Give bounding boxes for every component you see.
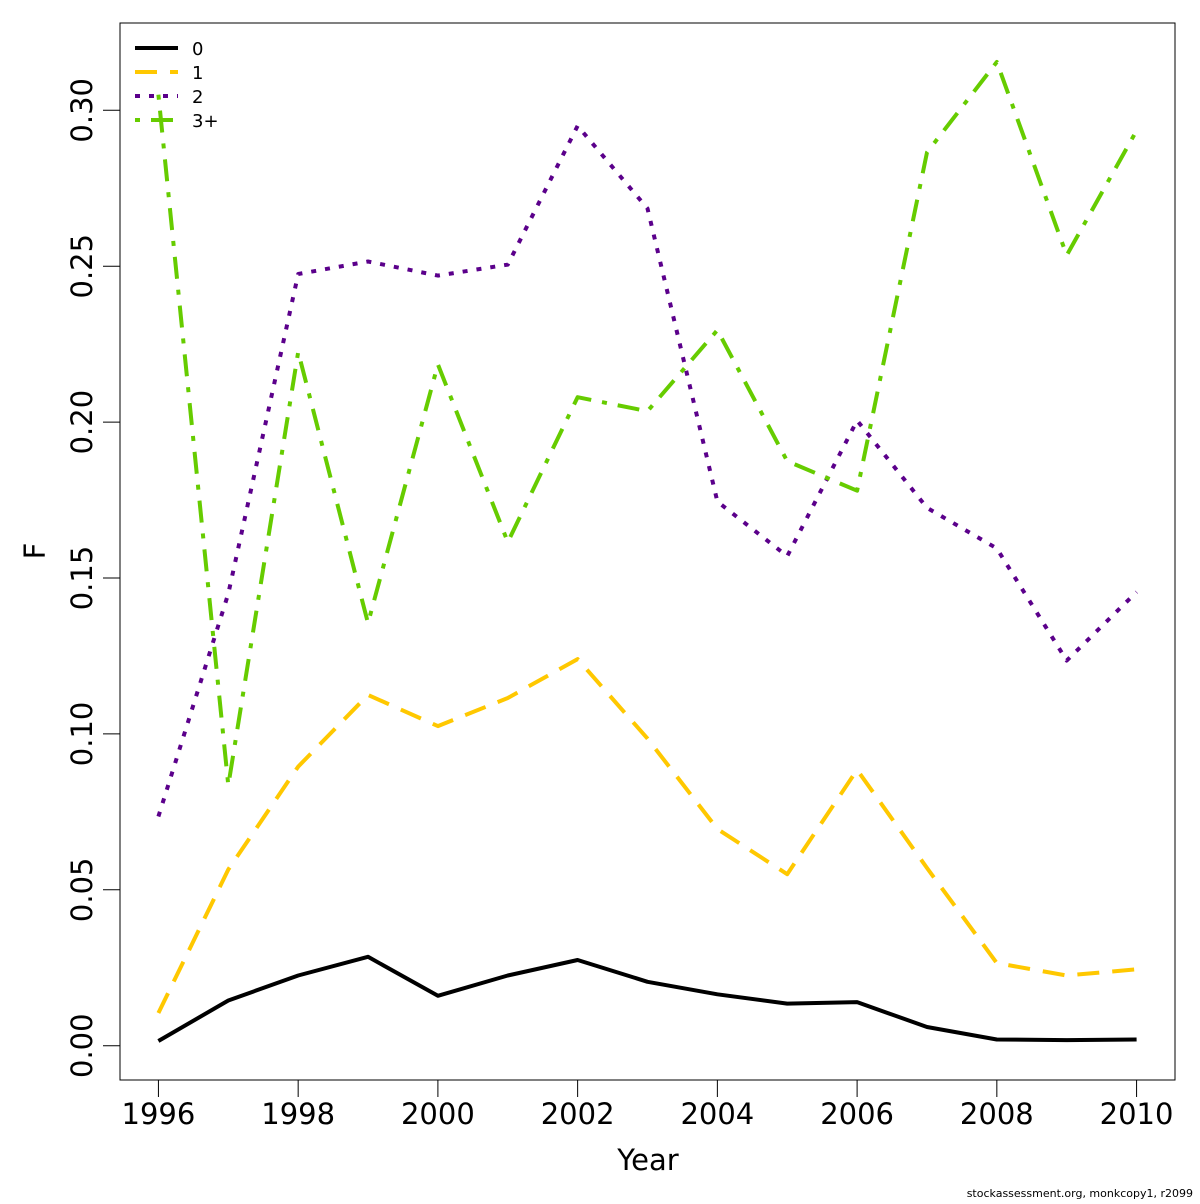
y-tick-label: 0.15 — [65, 546, 99, 611]
y-axis-title: F — [18, 543, 52, 560]
legend-label: 3+ — [192, 111, 219, 132]
y-tick-label: 0.25 — [65, 234, 99, 299]
series-line-0 — [157, 954, 1137, 1043]
x-tick-label: 2002 — [541, 1097, 615, 1131]
legend-label: 2 — [192, 87, 203, 108]
y-tick-label: 0.05 — [65, 858, 99, 923]
legend-label: 0 — [192, 39, 203, 60]
footer-note: stockassessment.org, monkcopy1, r2099 — [967, 1187, 1193, 1200]
y-tick-label: 0.30 — [65, 78, 99, 143]
x-tick-label: 2004 — [680, 1097, 754, 1131]
x-axis-title: Year — [616, 1143, 678, 1177]
series-line-2 — [156, 123, 1139, 818]
y-tick-label: 0.00 — [65, 1013, 99, 1078]
legend-label: 1 — [192, 63, 203, 84]
x-tick-label: 2010 — [1100, 1097, 1174, 1131]
series-line-1 — [156, 657, 1137, 1014]
x-tick-label: 2008 — [960, 1097, 1034, 1131]
legend: 0 1 2 3+ — [135, 39, 219, 132]
plot-frame — [119, 22, 1176, 1081]
y-axis: 0.00 0.05 0.10 0.15 0.20 0.25 0.30 — [65, 78, 121, 1078]
series-line-3plus — [156, 60, 1139, 788]
x-tick-label: 2000 — [401, 1097, 475, 1131]
x-tick-label: 1996 — [122, 1097, 196, 1131]
x-tick-label: 2006 — [820, 1097, 894, 1131]
x-tick-label: 1998 — [261, 1097, 335, 1131]
y-tick-label: 0.20 — [65, 390, 99, 455]
series-layer — [156, 60, 1139, 1043]
x-axis: 1996 1998 2000 2002 2004 2006 2008 2010 — [122, 1079, 1174, 1131]
y-tick-label: 0.10 — [65, 702, 99, 767]
